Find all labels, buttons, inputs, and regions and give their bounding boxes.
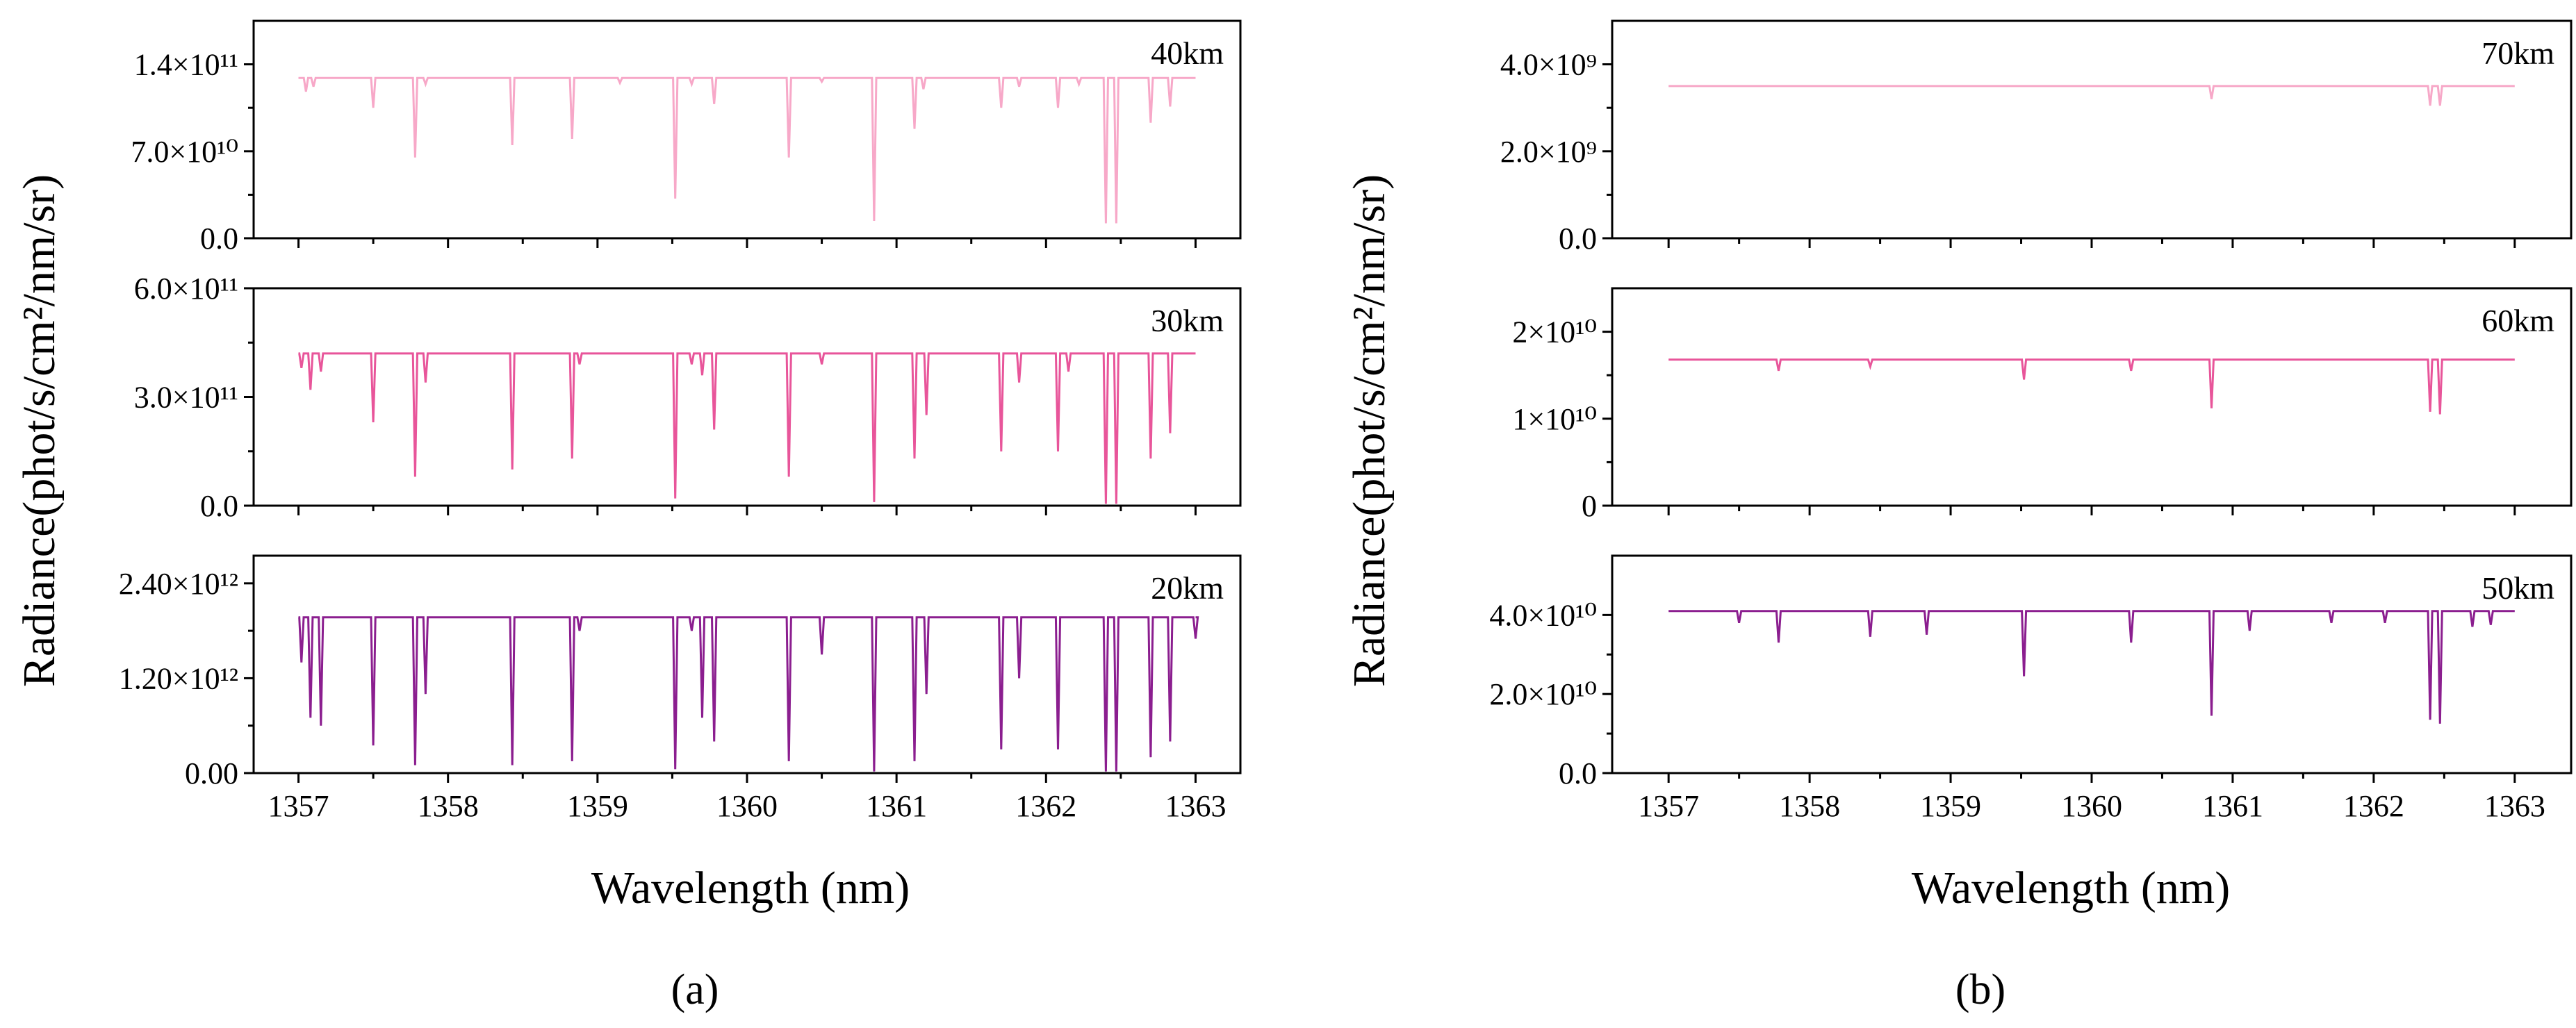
plot-frame [252, 19, 1242, 240]
x-tick-label: 1361 [866, 789, 927, 823]
plot-frame [1611, 19, 2573, 240]
x-tick-label: 1362 [1015, 789, 1076, 823]
x-tick-label: 1363 [2484, 789, 2545, 823]
x-tick-label: 1357 [1638, 789, 1699, 823]
plot-frame [1611, 287, 2573, 507]
panel-label: 50km [2481, 570, 2554, 606]
x-tick-label: 1360 [2061, 789, 2122, 823]
y-tick-label: 6.0×10¹¹ [134, 272, 238, 306]
panel-30km: 0.0 3.0×10¹¹ 6.0×10¹¹ 30km [134, 272, 1242, 523]
x-tick-label: 1361 [2202, 789, 2263, 823]
plot-frame [252, 554, 1242, 774]
xlabel-b: Wavelength (nm) [1912, 863, 2230, 913]
x-tick-label: 1359 [1920, 789, 1981, 823]
y-tick-label: 1.20×10¹² [119, 661, 238, 695]
y-tick-label: 2×10¹⁰ [1512, 315, 1597, 349]
series-line-40km [298, 76, 1196, 224]
panel-20km: 0.00 1.20×10¹² 2.40×10¹² 1357 1358 1359 1360 13… [119, 554, 1242, 823]
caption-a: (a) [671, 966, 719, 1013]
plot-frame [252, 287, 1242, 507]
series-line-60km [1668, 358, 2515, 415]
y-tick-label: 0 [1582, 489, 1597, 523]
y-tick-label: 0.0 [200, 489, 238, 523]
x-tick-label: 1357 [268, 789, 329, 823]
y-tick-label: 0.0 [1559, 222, 1597, 256]
y-tick-label: 2.0×10¹⁰ [1489, 677, 1597, 711]
y-tick-label: 0.00 [185, 756, 238, 790]
panel-60km: 0 1×10¹⁰ 2×10¹⁰ 60km [1512, 287, 2573, 523]
y-tick-label: 1×10¹⁰ [1512, 402, 1597, 436]
panel-label: 20km [1151, 570, 1224, 606]
y-tick-label: 0.0 [200, 222, 238, 256]
panel-label: 70km [2481, 35, 2554, 71]
y-tick-label: 2.40×10¹² [119, 567, 238, 601]
panel-40km: 0.0 7.0×10¹⁰ 1.4×10¹¹ 40km [131, 19, 1242, 256]
ylabel-b: Radiance(phot/s/cm²/nm/sr) [1344, 174, 1395, 687]
x-tick-label: 1363 [1165, 789, 1226, 823]
panel-50km: 0.0 2.0×10¹⁰ 4.0×10¹⁰ 1357 1358 1359 1360 1361 1… [1489, 554, 2573, 823]
series-line-30km [298, 352, 1196, 504]
series-line-70km [1668, 85, 2515, 106]
panel-label: 30km [1151, 303, 1224, 338]
series-line-20km [298, 616, 1199, 772]
y-tick-label: 1.4×10¹¹ [134, 48, 238, 82]
x-tick-label: 1358 [1779, 789, 1840, 823]
panel-70km: 0.0 2.0×10⁹ 4.0×10⁹ 70km [1500, 19, 2573, 256]
caption-b: (b) [1955, 966, 2005, 1013]
y-tick-label: 0.0 [1559, 756, 1597, 790]
x-tick-label: 1358 [418, 789, 479, 823]
y-tick-label: 4.0×10⁹ [1500, 48, 1597, 82]
panel-label: 60km [2481, 303, 2554, 338]
plot-frame [1611, 554, 2573, 774]
panel-label: 40km [1151, 35, 1224, 71]
x-tick-label: 1362 [2343, 789, 2404, 823]
y-tick-label: 7.0×10¹⁰ [131, 135, 238, 169]
x-tick-label: 1360 [716, 789, 778, 823]
x-tick-label: 1359 [567, 789, 628, 823]
y-tick-label: 4.0×10¹⁰ [1489, 598, 1597, 632]
y-tick-label: 2.0×10⁹ [1500, 135, 1597, 169]
ylabel-a: Radiance(phot/s/cm²/nm/sr) [14, 174, 65, 687]
xlabel-a: Wavelength (nm) [591, 863, 910, 913]
y-tick-label: 3.0×10¹¹ [134, 381, 238, 415]
series-line-50km [1668, 610, 2515, 724]
